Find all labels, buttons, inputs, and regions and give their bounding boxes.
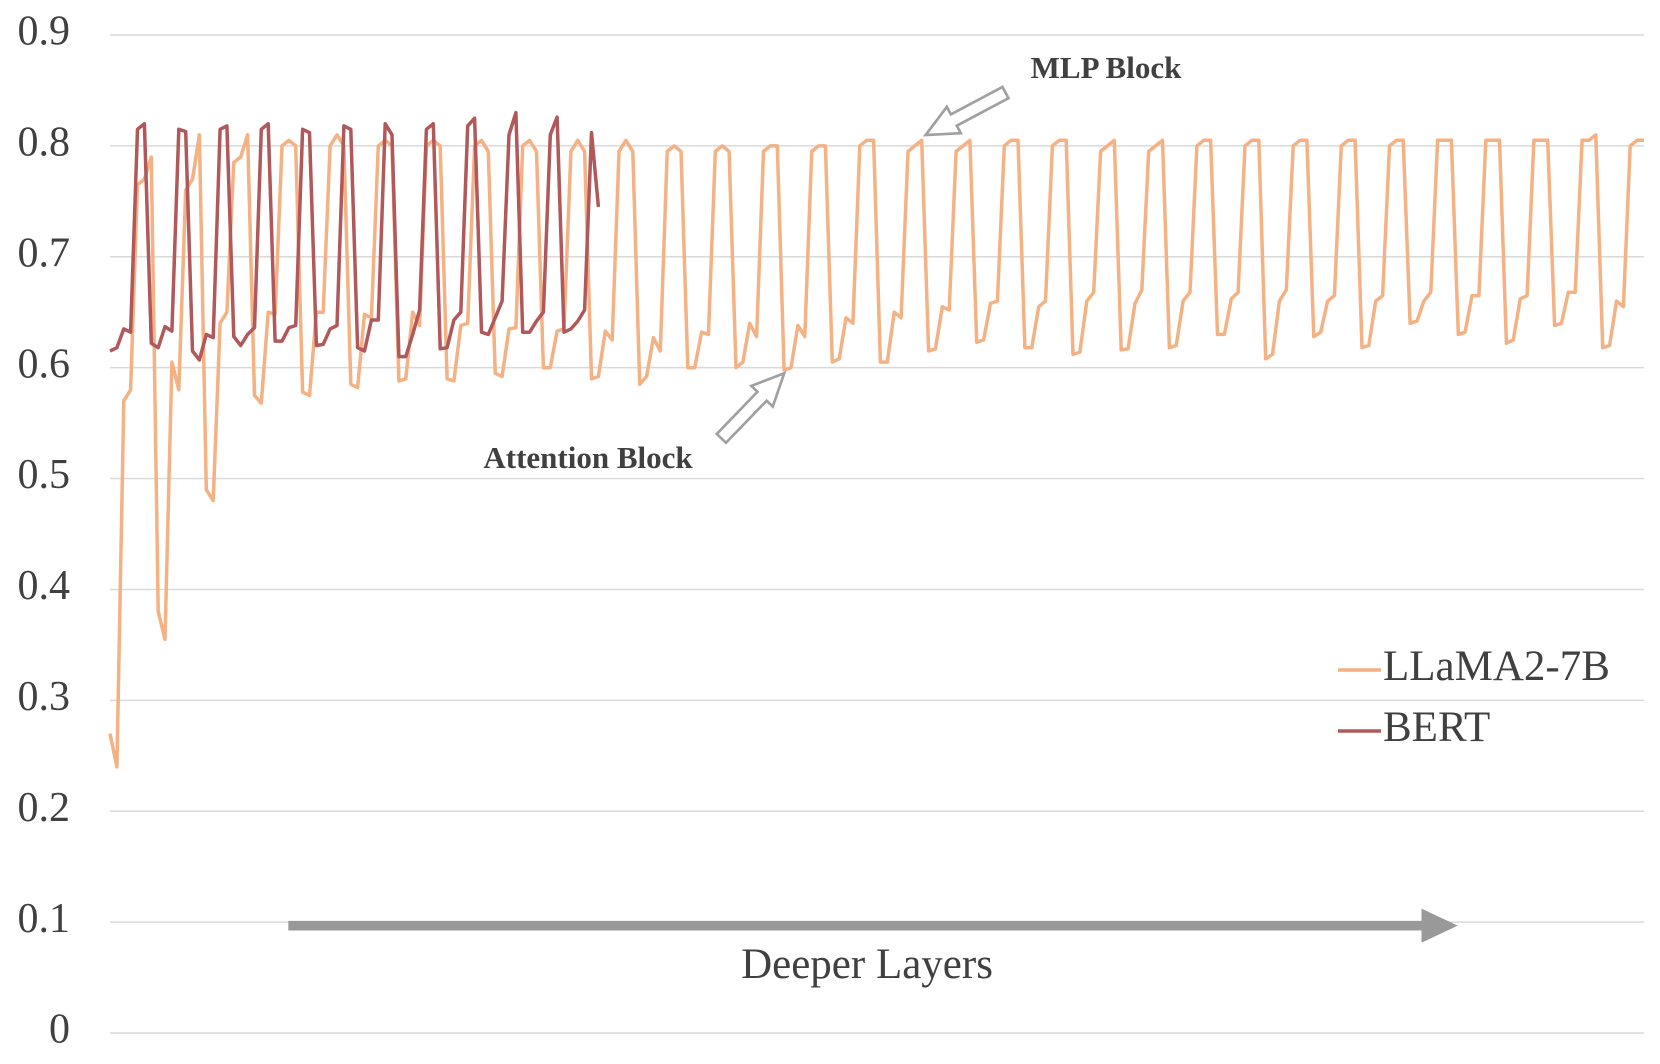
y-tick-label: 0.8 (18, 120, 71, 166)
grid (110, 34, 1644, 1034)
y-tick-label: 0.4 (18, 563, 71, 609)
mlp-arrow (922, 85, 1011, 137)
deeper-arrow-head (1421, 908, 1458, 943)
legend-label: LLaMA2-7B (1383, 643, 1610, 690)
mlp-label: MLP Block (1031, 50, 1182, 85)
legend-label: BERT (1383, 704, 1490, 751)
annotation-arrows (288, 85, 1458, 943)
series-line (109, 110, 601, 362)
y-tick-label: 0.5 (18, 452, 71, 498)
plot-area (108, 110, 1644, 769)
direction-label: Deeper Layers (741, 941, 993, 988)
y-tick-label: 0.9 (18, 9, 71, 55)
y-tick-label: 0.2 (18, 785, 71, 831)
y-tick-label: 0.1 (18, 896, 71, 942)
legend: LLaMA2-7B BERT (1338, 643, 1610, 751)
series-line (108, 133, 1644, 769)
y-tick-label: 0 (49, 1007, 70, 1053)
attention-label: Attention Block (483, 440, 693, 475)
y-tick-label: 0.6 (18, 341, 71, 387)
attention-arrow (714, 371, 787, 445)
y-tick-label: 0.3 (18, 674, 71, 720)
y-tick-label: 0.7 (18, 230, 71, 276)
